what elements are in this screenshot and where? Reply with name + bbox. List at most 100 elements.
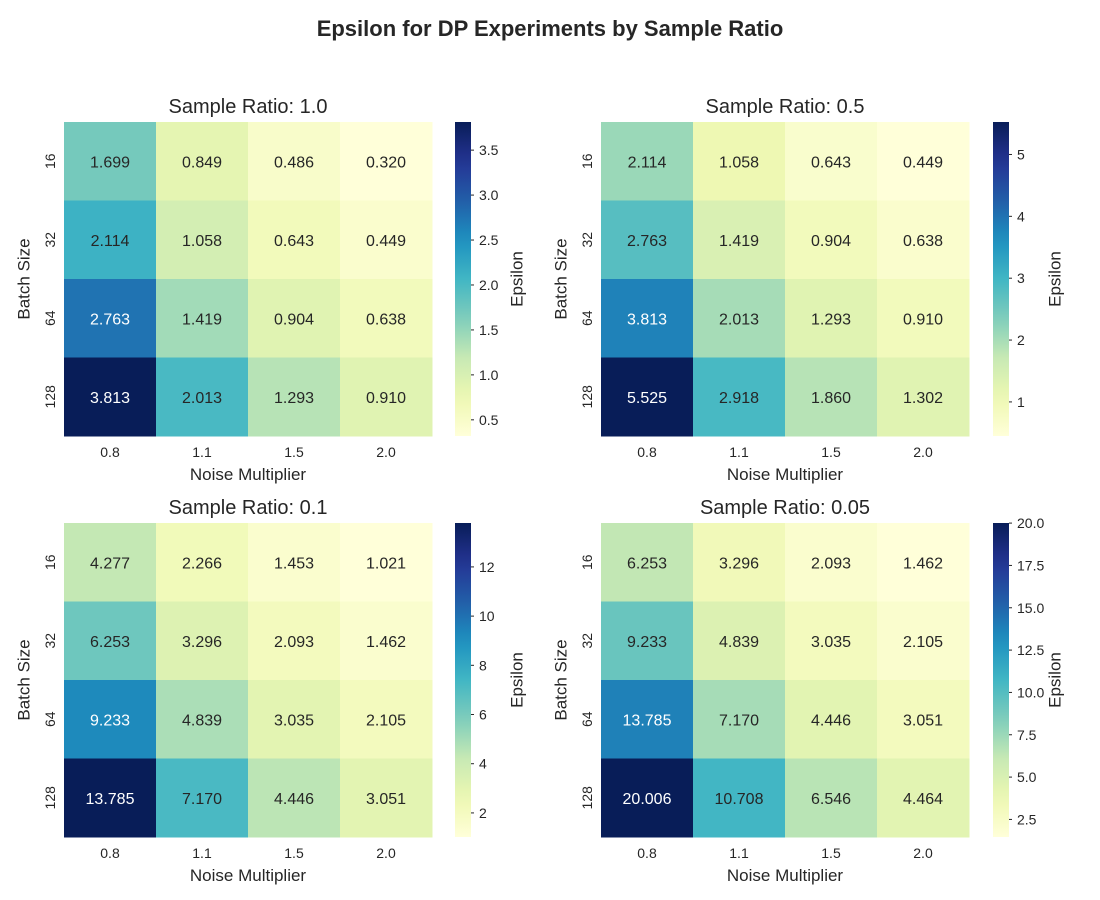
heatmap-cell	[248, 357, 341, 437]
heatmap-cell	[601, 122, 694, 201]
heatmap-cell	[601, 357, 694, 437]
heatmap-panel: Sample Ratio: 0.1 4.277 2.266 1.453 1.021 6.2…	[15, 497, 527, 885]
heatmap-cell	[877, 758, 970, 838]
heatmap-cell	[877, 122, 970, 201]
heatmap-cell	[248, 523, 341, 602]
heatmap-cell	[248, 200, 341, 280]
cell-value-label: 0.904	[811, 233, 851, 250]
cell-value-label: 0.910	[903, 311, 943, 328]
cell-value-label: 4.839	[182, 712, 222, 729]
colorbar	[455, 523, 471, 837]
colorbar	[993, 122, 1009, 436]
cell-value-label: 4.277	[90, 555, 130, 572]
heatmap-cell	[340, 758, 433, 838]
x-tick-label: 2.0	[913, 845, 933, 861]
panel-title: Sample Ratio: 0.1	[169, 497, 328, 519]
heatmap-panel: Sample Ratio: 0.5 2.114 1.058 0.643 0.449 2.7…	[552, 96, 1065, 484]
heatmap-cell	[156, 122, 249, 201]
heatmap-cell	[601, 680, 694, 759]
heatmap-cell	[785, 357, 878, 437]
heatmap-cell	[785, 122, 878, 201]
heatmap-cell	[340, 122, 433, 201]
cell-value-label: 4.464	[903, 791, 943, 808]
heatmap-cell	[340, 357, 433, 437]
cell-value-label: 6.546	[811, 791, 851, 808]
heatmap-cell	[693, 200, 786, 280]
heatmap-cell	[340, 200, 433, 280]
y-tick-label: 32	[42, 232, 58, 248]
y-tick-label: 64	[579, 310, 595, 326]
cell-value-label: 2.013	[719, 311, 759, 328]
x-axis-label: Noise Multiplier	[727, 465, 844, 484]
x-axis-label: Noise Multiplier	[190, 465, 307, 484]
x-tick-label: 1.5	[821, 444, 841, 460]
colorbar-tick-label: 12.5	[1017, 642, 1044, 658]
heatmap-cell	[248, 279, 341, 358]
y-tick-label: 64	[42, 711, 58, 727]
cell-value-label: 7.170	[182, 791, 222, 808]
colorbar-label: Epsilon	[1046, 251, 1065, 307]
colorbar-label: Epsilon	[508, 251, 527, 307]
cell-value-label: 6.253	[90, 634, 130, 651]
cell-value-label: 20.006	[623, 791, 672, 808]
cell-value-label: 0.849	[182, 154, 222, 171]
y-tick-label: 128	[42, 385, 58, 409]
cell-value-label: 1.293	[811, 311, 851, 328]
cell-value-label: 1.058	[719, 154, 759, 171]
heatmap-cell	[156, 601, 249, 681]
y-tick-label: 32	[579, 232, 595, 248]
heatmap-cell	[340, 279, 433, 358]
colorbar-tick-label: 10.0	[1017, 684, 1044, 700]
heatmap-cell	[877, 200, 970, 280]
colorbar-tick-label: 1.0	[479, 367, 499, 383]
cell-value-label: 1.462	[903, 555, 943, 572]
heatmap-cell	[64, 279, 157, 358]
colorbar-tick-label: 0.5	[479, 412, 499, 428]
heatmap-cell	[693, 523, 786, 602]
cell-value-label: 1.419	[182, 311, 222, 328]
heatmap-cell	[601, 601, 694, 681]
cell-value-label: 2.013	[182, 390, 222, 407]
y-tick-label: 64	[579, 711, 595, 727]
x-tick-label: 1.1	[729, 845, 749, 861]
y-tick-label: 32	[42, 633, 58, 649]
cell-value-label: 2.918	[719, 390, 759, 407]
cell-value-label: 2.266	[182, 555, 222, 572]
heatmap-cell	[340, 601, 433, 681]
cell-value-label: 13.785	[86, 791, 135, 808]
heatmap-cell	[156, 680, 249, 759]
cell-value-label: 3.051	[366, 791, 406, 808]
cell-value-label: 4.446	[274, 791, 314, 808]
heatmap-cell	[785, 601, 878, 681]
cell-value-label: 5.525	[627, 390, 667, 407]
colorbar-tick-label: 1	[1017, 394, 1025, 410]
y-tick-label: 16	[42, 554, 58, 570]
heatmap-cell	[601, 200, 694, 280]
cell-value-label: 3.813	[627, 311, 667, 328]
x-tick-label: 1.5	[821, 845, 841, 861]
heatmap-cell	[693, 279, 786, 358]
heatmap-cell	[785, 523, 878, 602]
y-tick-label: 64	[42, 310, 58, 326]
heatmap-cell	[248, 680, 341, 759]
colorbar-tick-label: 2.0	[479, 277, 499, 293]
cell-value-label: 0.643	[811, 154, 851, 171]
cell-value-label: 0.638	[903, 233, 943, 250]
cell-value-label: 6.253	[627, 555, 667, 572]
cell-value-label: 2.763	[90, 311, 130, 328]
colorbar-tick-label: 8	[479, 657, 487, 673]
cell-value-label: 3.051	[903, 712, 943, 729]
heatmap-cell	[877, 680, 970, 759]
cell-value-label: 1.453	[274, 555, 314, 572]
x-tick-label: 0.8	[100, 845, 120, 861]
colorbar-tick-label: 20.0	[1017, 515, 1044, 531]
x-tick-label: 0.8	[637, 845, 657, 861]
colorbar-tick-label: 5	[1017, 146, 1025, 162]
cell-value-label: 0.449	[366, 233, 406, 250]
heatmap-cell	[601, 279, 694, 358]
heatmap-cell	[156, 758, 249, 838]
cell-value-label: 0.638	[366, 311, 406, 328]
cell-value-label: 1.021	[366, 555, 406, 572]
heatmap-cell	[785, 758, 878, 838]
